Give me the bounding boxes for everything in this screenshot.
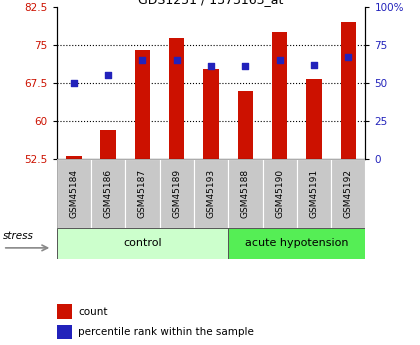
Bar [169,38,184,159]
Bar [194,159,228,228]
Bar [125,159,160,228]
Bar [57,304,72,319]
Bar [341,22,356,159]
Bar [272,32,287,159]
Bar [306,79,322,159]
Bar [57,325,72,339]
Bar [297,159,331,228]
Bar [100,130,116,159]
Bar [160,159,194,228]
Point [105,72,112,78]
Point [276,57,283,63]
Title: GDS1251 / 1373163_at: GDS1251 / 1373163_at [138,0,284,6]
Bar [262,159,297,228]
Text: count: count [78,307,108,317]
Text: GSM45191: GSM45191 [310,169,318,218]
Text: GSM45188: GSM45188 [241,169,250,218]
Text: GSM45193: GSM45193 [207,169,215,218]
Text: acute hypotension: acute hypotension [245,238,349,248]
Point [71,80,77,86]
Text: GSM45190: GSM45190 [275,169,284,218]
Text: stress: stress [3,231,34,241]
Bar [228,159,262,228]
Bar [91,159,125,228]
Text: GSM45192: GSM45192 [344,169,353,218]
Point [242,63,249,69]
Bar [228,228,365,259]
Point [310,62,318,67]
Bar [331,159,365,228]
Bar [238,91,253,159]
Text: GSM45186: GSM45186 [104,169,113,218]
Bar [66,156,81,159]
Bar [57,228,228,259]
Bar [57,159,91,228]
Bar [135,50,150,159]
Text: control: control [123,238,162,248]
Text: GSM45187: GSM45187 [138,169,147,218]
Point [345,54,352,60]
Text: percentile rank within the sample: percentile rank within the sample [78,327,254,337]
Bar [203,69,219,159]
Point [208,63,215,69]
Point [173,57,180,63]
Point [139,57,146,63]
Text: GSM45184: GSM45184 [69,169,79,218]
Text: GSM45189: GSM45189 [172,169,181,218]
